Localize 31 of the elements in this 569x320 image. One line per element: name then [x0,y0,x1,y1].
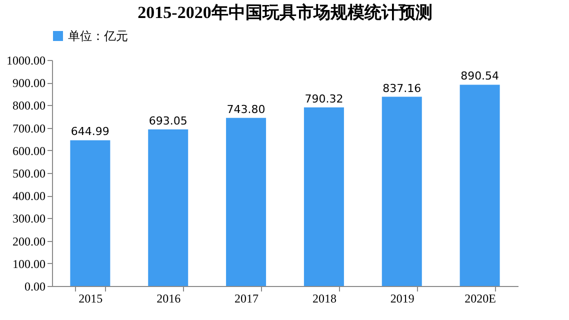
y-tick-label: 200.00 [12,234,46,248]
x-tick-label: 2020E [464,292,496,306]
text: 693.05 [148,114,188,128]
bar [460,84,500,286]
y-tick-label: 500.00 [12,166,46,180]
text: 743.80 [226,102,266,116]
x-tick-label: 2015 [78,292,103,306]
y-tick-label: 800.00 [12,98,46,113]
y-tick-label: 300.00 [12,212,46,226]
text: 837.16 [382,82,422,95]
y-tick-label: 400.00 [12,189,46,204]
legend-label: 单位：亿元 [68,29,128,43]
y-tick-label: 1000.00 [6,54,46,68]
bar [226,118,266,286]
y-tick-label: 0.00 [24,280,46,294]
y-tick-label: 600.00 [12,144,46,158]
bar [382,96,422,286]
text: 644.99 [70,125,110,138]
bar [304,107,344,286]
x-tick-label: 2016 [156,292,181,306]
x-tick-label: 2017 [234,292,259,306]
bar [70,140,110,286]
text: 790.32 [304,92,344,106]
x-tick-label: 2018 [312,292,336,306]
x-tick-label: 2019 [390,292,414,306]
chart-title: 2015-2020年中国玩具市场规模统计预测 [138,3,432,22]
y-tick-label: 100.00 [12,256,46,271]
y-tick-label: 700.00 [12,121,46,136]
y-tick-label: 900.00 [12,76,46,90]
text: 890.54 [460,70,500,83]
bar [148,129,188,286]
